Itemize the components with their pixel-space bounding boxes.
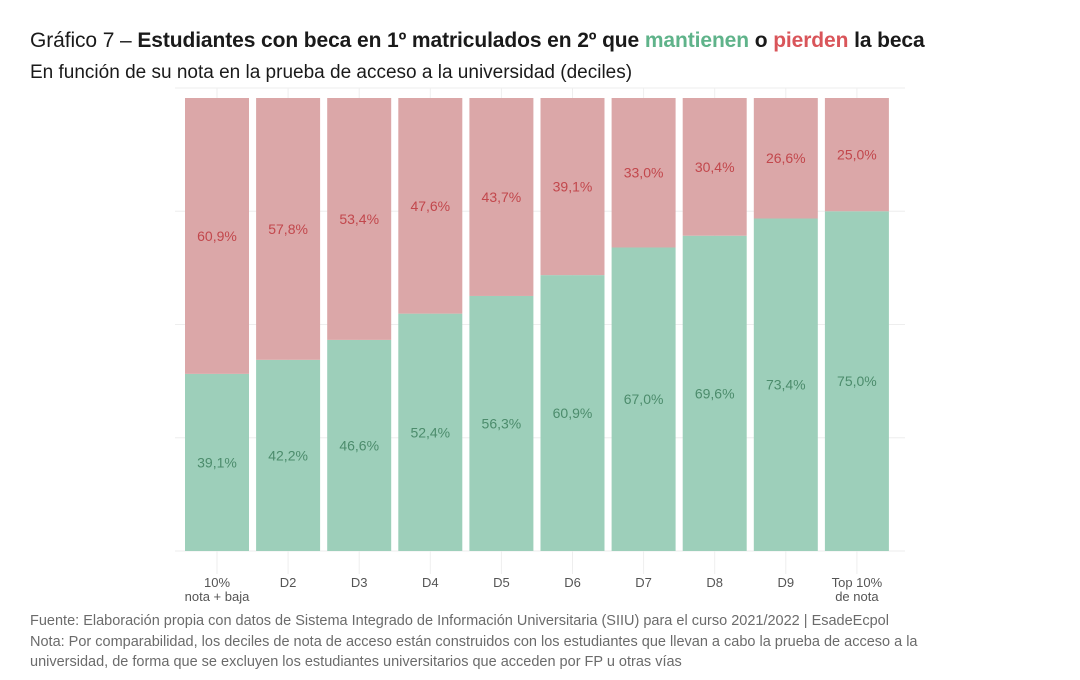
bar-segment-mantienen: [256, 359, 321, 551]
value-label-mantienen: 39,1%: [197, 454, 237, 470]
note-line-1: Nota: Por comparabilidad, los deciles de…: [30, 634, 918, 650]
stacked-bar-chart: 39,1% 60,9% 42,2% 57,8% 46,6% 53,4% 52,4% 47,6%…: [175, 87, 905, 604]
value-label-mantienen: 46,6%: [339, 437, 379, 453]
x-tick-label: D2: [280, 575, 297, 590]
bar-segment-pierden: [398, 98, 463, 314]
x-axis: 10%nota + baja D2 D3 D4 D5 D6 D7 D8 D9 Top 10%de …: [185, 575, 883, 604]
value-label-mantienen: 52,4%: [410, 424, 450, 440]
chart-subtitle: En función de su nota en la prueba de ac…: [30, 62, 633, 83]
x-tick-label: de nota: [835, 589, 879, 604]
x-tick-label: D4: [422, 575, 439, 590]
bar-segment-mantienen: [469, 295, 534, 551]
bar-segment-mantienen: [540, 275, 605, 551]
x-tick-label: D6: [564, 575, 581, 590]
value-label-pierden: 33,0%: [624, 165, 664, 181]
title-lose-word: pierden: [773, 29, 849, 52]
value-label-pierden: 25,0%: [837, 147, 877, 163]
bar-segment-mantienen: [327, 339, 392, 551]
x-tick-label: D7: [635, 575, 652, 590]
bar-segment-mantienen: [185, 373, 249, 551]
value-label-pierden: 57,8%: [268, 221, 308, 237]
title-end: la beca: [848, 29, 925, 52]
source-note: Fuente: Elaboración propia con datos de …: [30, 613, 889, 629]
bar-segment-pierden: [256, 98, 321, 360]
bar-segment-pierden: [753, 98, 818, 219]
value-label-pierden: 26,6%: [766, 150, 806, 166]
bar-segment-pierden: [327, 98, 392, 340]
value-label-pierden: 60,9%: [197, 228, 237, 244]
bar-segment-mantienen: [753, 218, 818, 552]
bar-segment-mantienen: [682, 235, 747, 551]
value-label-mantienen: 67,0%: [624, 391, 664, 407]
value-label-pierden: 53,4%: [339, 211, 379, 227]
title-bold: Estudiantes con beca en 1º matriculados …: [137, 29, 645, 52]
bar-segment-pierden: [824, 98, 889, 212]
value-label-pierden: 30,4%: [695, 159, 735, 175]
value-label-mantienen: 73,4%: [766, 377, 806, 393]
title-keep-word: mantienen: [644, 29, 749, 52]
x-tick-label: D9: [777, 575, 794, 590]
value-label-mantienen: 75,0%: [837, 373, 877, 389]
value-label-pierden: 47,6%: [410, 198, 450, 214]
bar-segment-mantienen: [611, 247, 676, 552]
bar-segment-mantienen: [824, 211, 889, 551]
value-labels: 39,1% 60,9% 42,2% 57,8% 46,6% 53,4% 52,4% 47,6%…: [197, 147, 877, 471]
value-label-mantienen: 69,6%: [695, 385, 735, 401]
x-tick-label: D5: [493, 575, 510, 590]
note-line-2: universidad, de forma que se excluyen lo…: [30, 654, 682, 670]
bar-segment-pierden: [611, 98, 676, 248]
chart-number: Gráfico 7 –: [30, 29, 138, 52]
x-tick-label: nota + baja: [185, 589, 250, 604]
value-label-pierden: 39,1%: [553, 179, 593, 195]
value-label-mantienen: 60,9%: [553, 405, 593, 421]
bar-segment-pierden: [682, 98, 747, 236]
bar-segment-pierden: [469, 98, 534, 296]
value-label-mantienen: 56,3%: [482, 415, 522, 431]
value-label-mantienen: 42,2%: [268, 447, 308, 463]
chart-title: Gráfico 7 – Estudiantes con beca en 1º m…: [30, 29, 925, 53]
x-tick-label: 10%: [204, 575, 230, 590]
title-connector: o: [748, 29, 774, 52]
bar-segment-mantienen: [398, 313, 463, 551]
x-tick-label: D3: [351, 575, 368, 590]
x-tick-label: Top 10%: [832, 575, 883, 590]
value-label-pierden: 43,7%: [482, 189, 522, 205]
bars: [185, 98, 889, 552]
x-tick-label: D8: [706, 575, 723, 590]
bar-segment-pierden: [540, 98, 605, 276]
bar-segment-pierden: [185, 98, 249, 374]
